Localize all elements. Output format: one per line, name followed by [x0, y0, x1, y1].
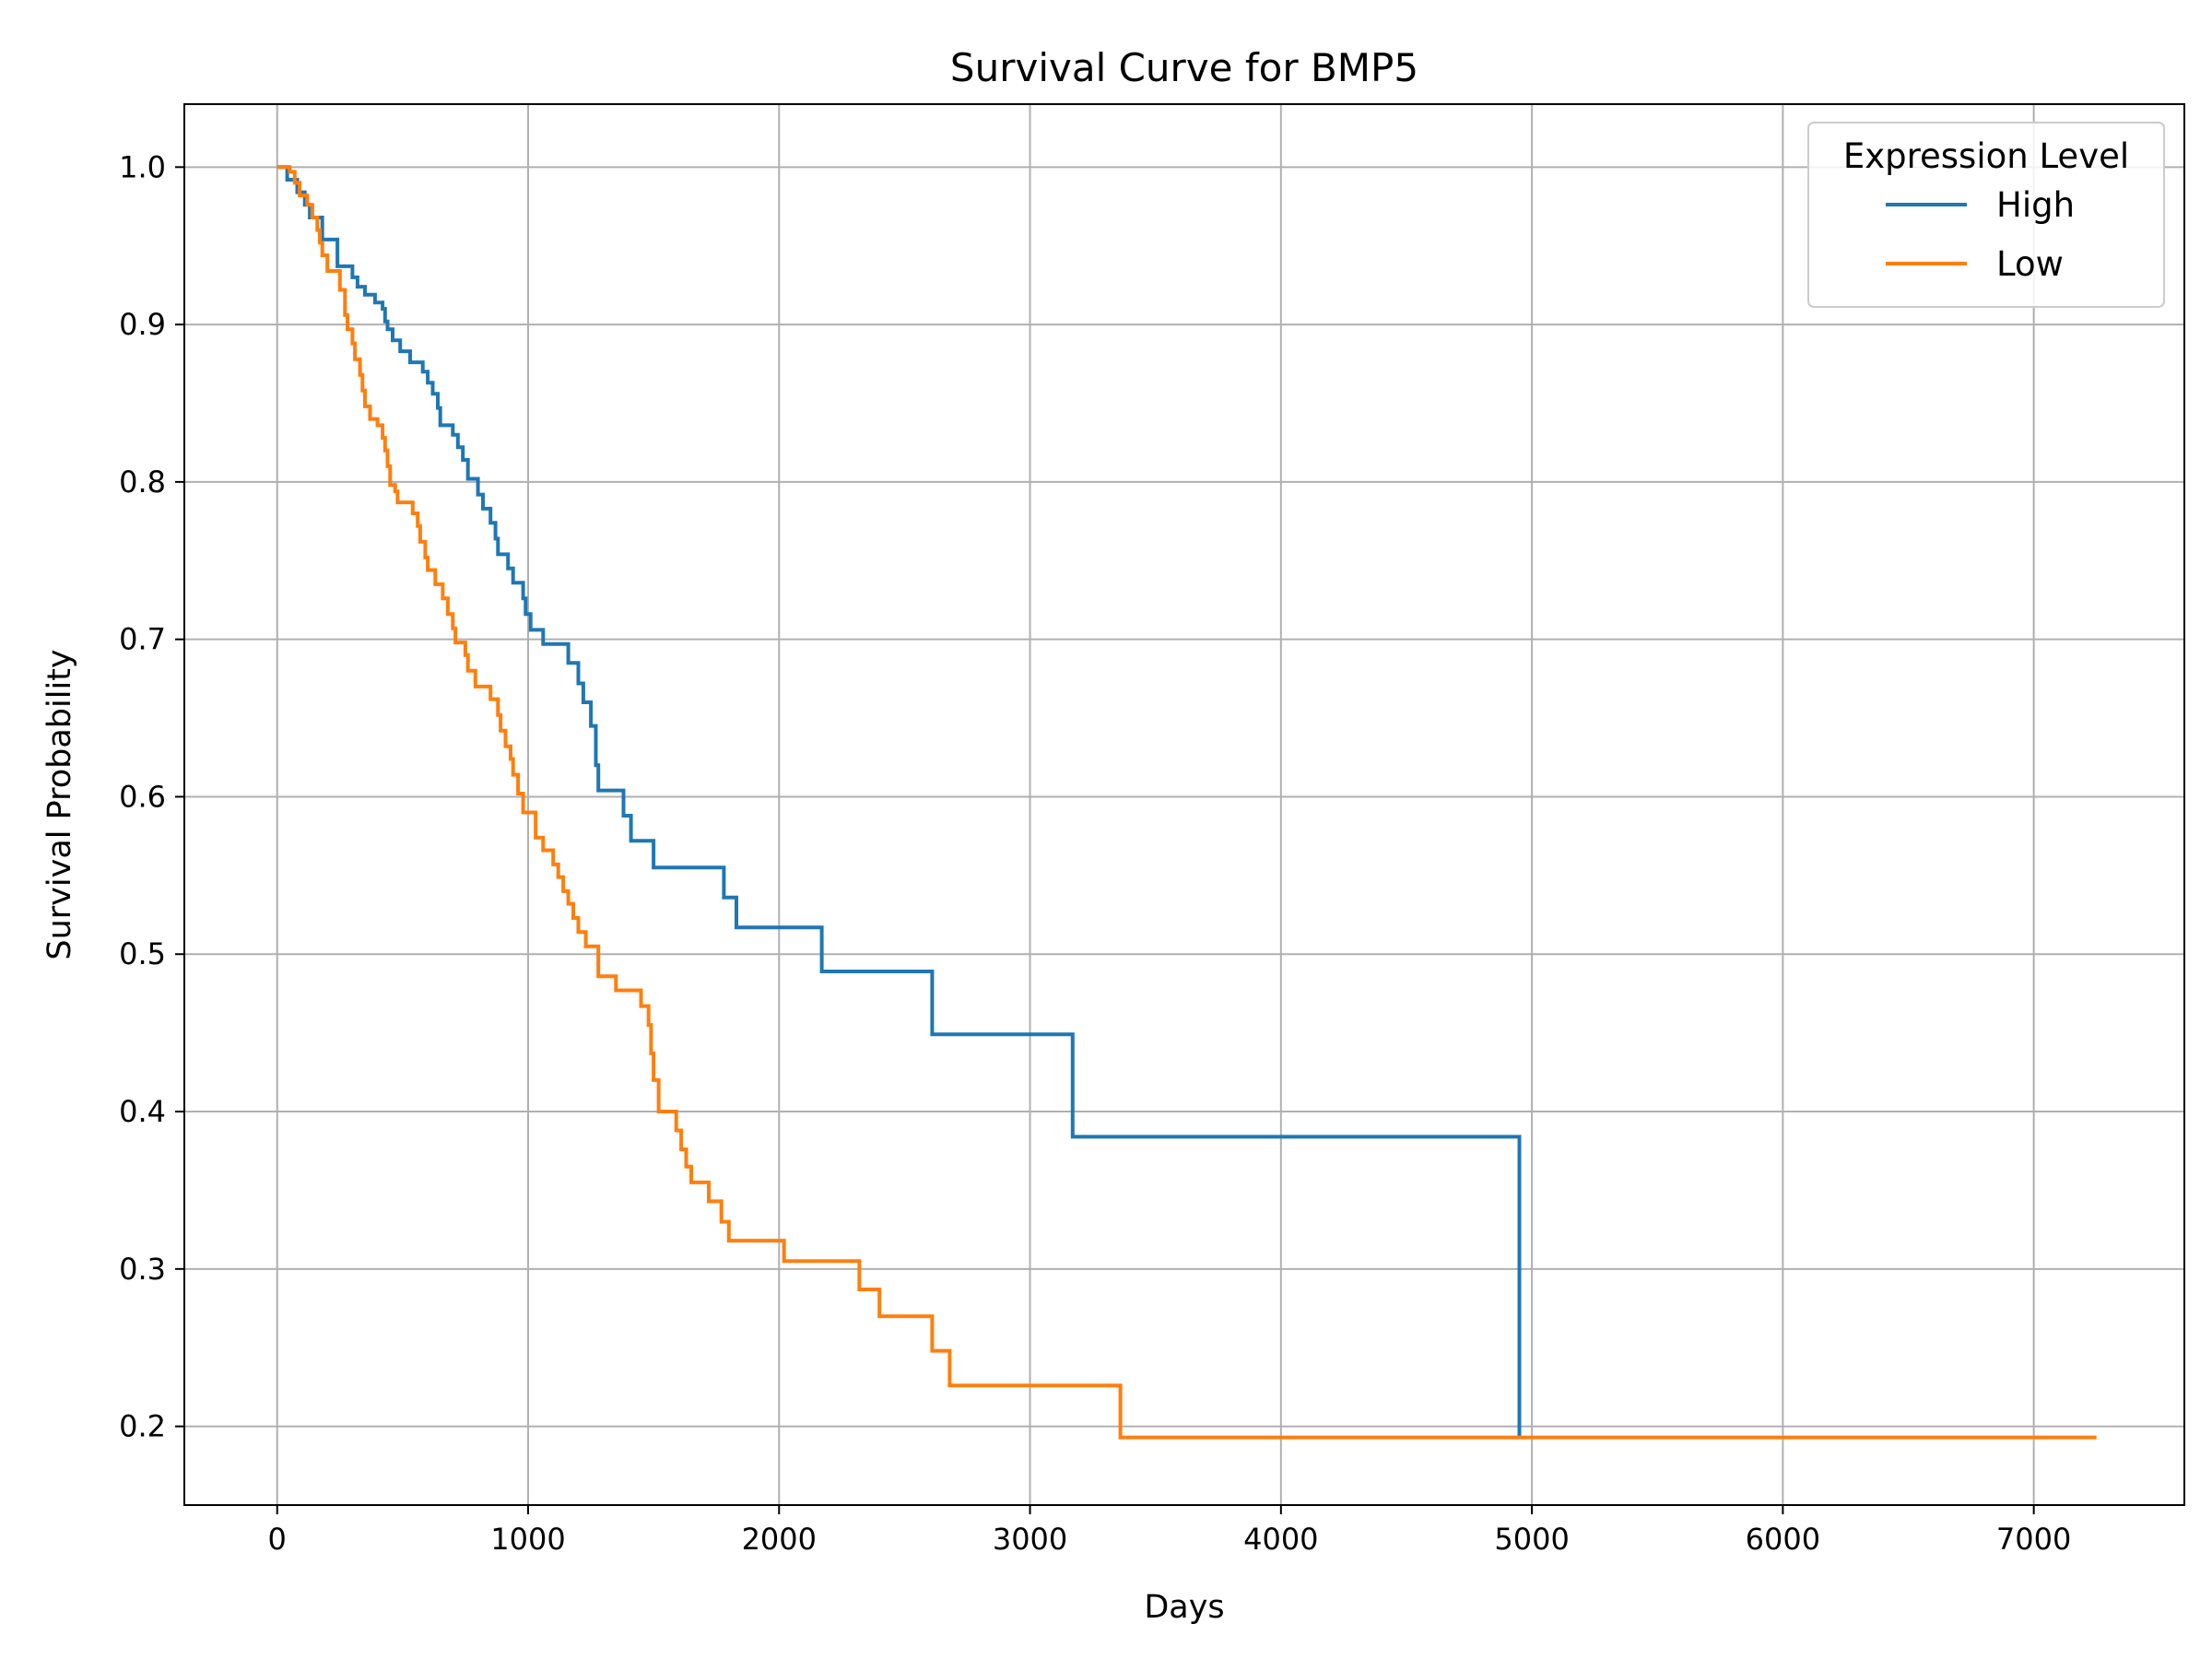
- y-tick-label: 0.4: [119, 1094, 166, 1129]
- legend-items: High Low: [1886, 185, 2075, 284]
- x-tick-label: 0: [268, 1522, 287, 1557]
- y-tick-label: 0.7: [119, 622, 166, 657]
- plot-series: [276, 165, 2097, 1440]
- x-tick-label: 3000: [993, 1522, 1067, 1557]
- y-tick-label: 0.9: [119, 307, 166, 342]
- legend: Expression Level High Low: [1807, 122, 2165, 308]
- grid: [184, 104, 2184, 1505]
- chart-title: Survival Curve for BMP5: [950, 45, 1418, 90]
- y-axis: 0.2 0.3 0.4 0.5 0.6 0.7 0.8 0.9 1.0: [119, 149, 184, 1444]
- x-axis-label: Days: [1144, 1589, 1224, 1626]
- x-tick-label: 1000: [490, 1522, 565, 1557]
- plot-frame: [183, 103, 2185, 1506]
- y-tick-label: 0.5: [119, 936, 166, 971]
- y-tick-label: 0.8: [119, 465, 166, 500]
- y-tick-label: 1.0: [119, 149, 166, 184]
- y-tick-label: 0.6: [119, 779, 166, 814]
- x-tick-label: 5000: [1494, 1522, 1569, 1557]
- x-tick-label: 6000: [1746, 1522, 1820, 1557]
- legend-box: [1807, 122, 2165, 308]
- y-tick-label: 0.2: [119, 1409, 166, 1444]
- x-tick-label: 2000: [742, 1522, 817, 1557]
- legend-label-low: Low: [1996, 244, 2064, 284]
- legend-label-high: High: [1996, 185, 2075, 225]
- x-tick-label: 7000: [1996, 1522, 2071, 1557]
- legend-title: Expression Level: [1843, 136, 2129, 176]
- x-axis: 0 1000 2000 3000 4000 5000 6000 7000: [268, 1505, 2071, 1557]
- series-line-low: [276, 165, 2097, 1440]
- x-tick-label: 4000: [1243, 1522, 1318, 1557]
- y-tick-label: 0.3: [119, 1252, 166, 1287]
- y-axis-label: Survival Probability: [41, 649, 78, 959]
- series-line-high: [276, 165, 1522, 1438]
